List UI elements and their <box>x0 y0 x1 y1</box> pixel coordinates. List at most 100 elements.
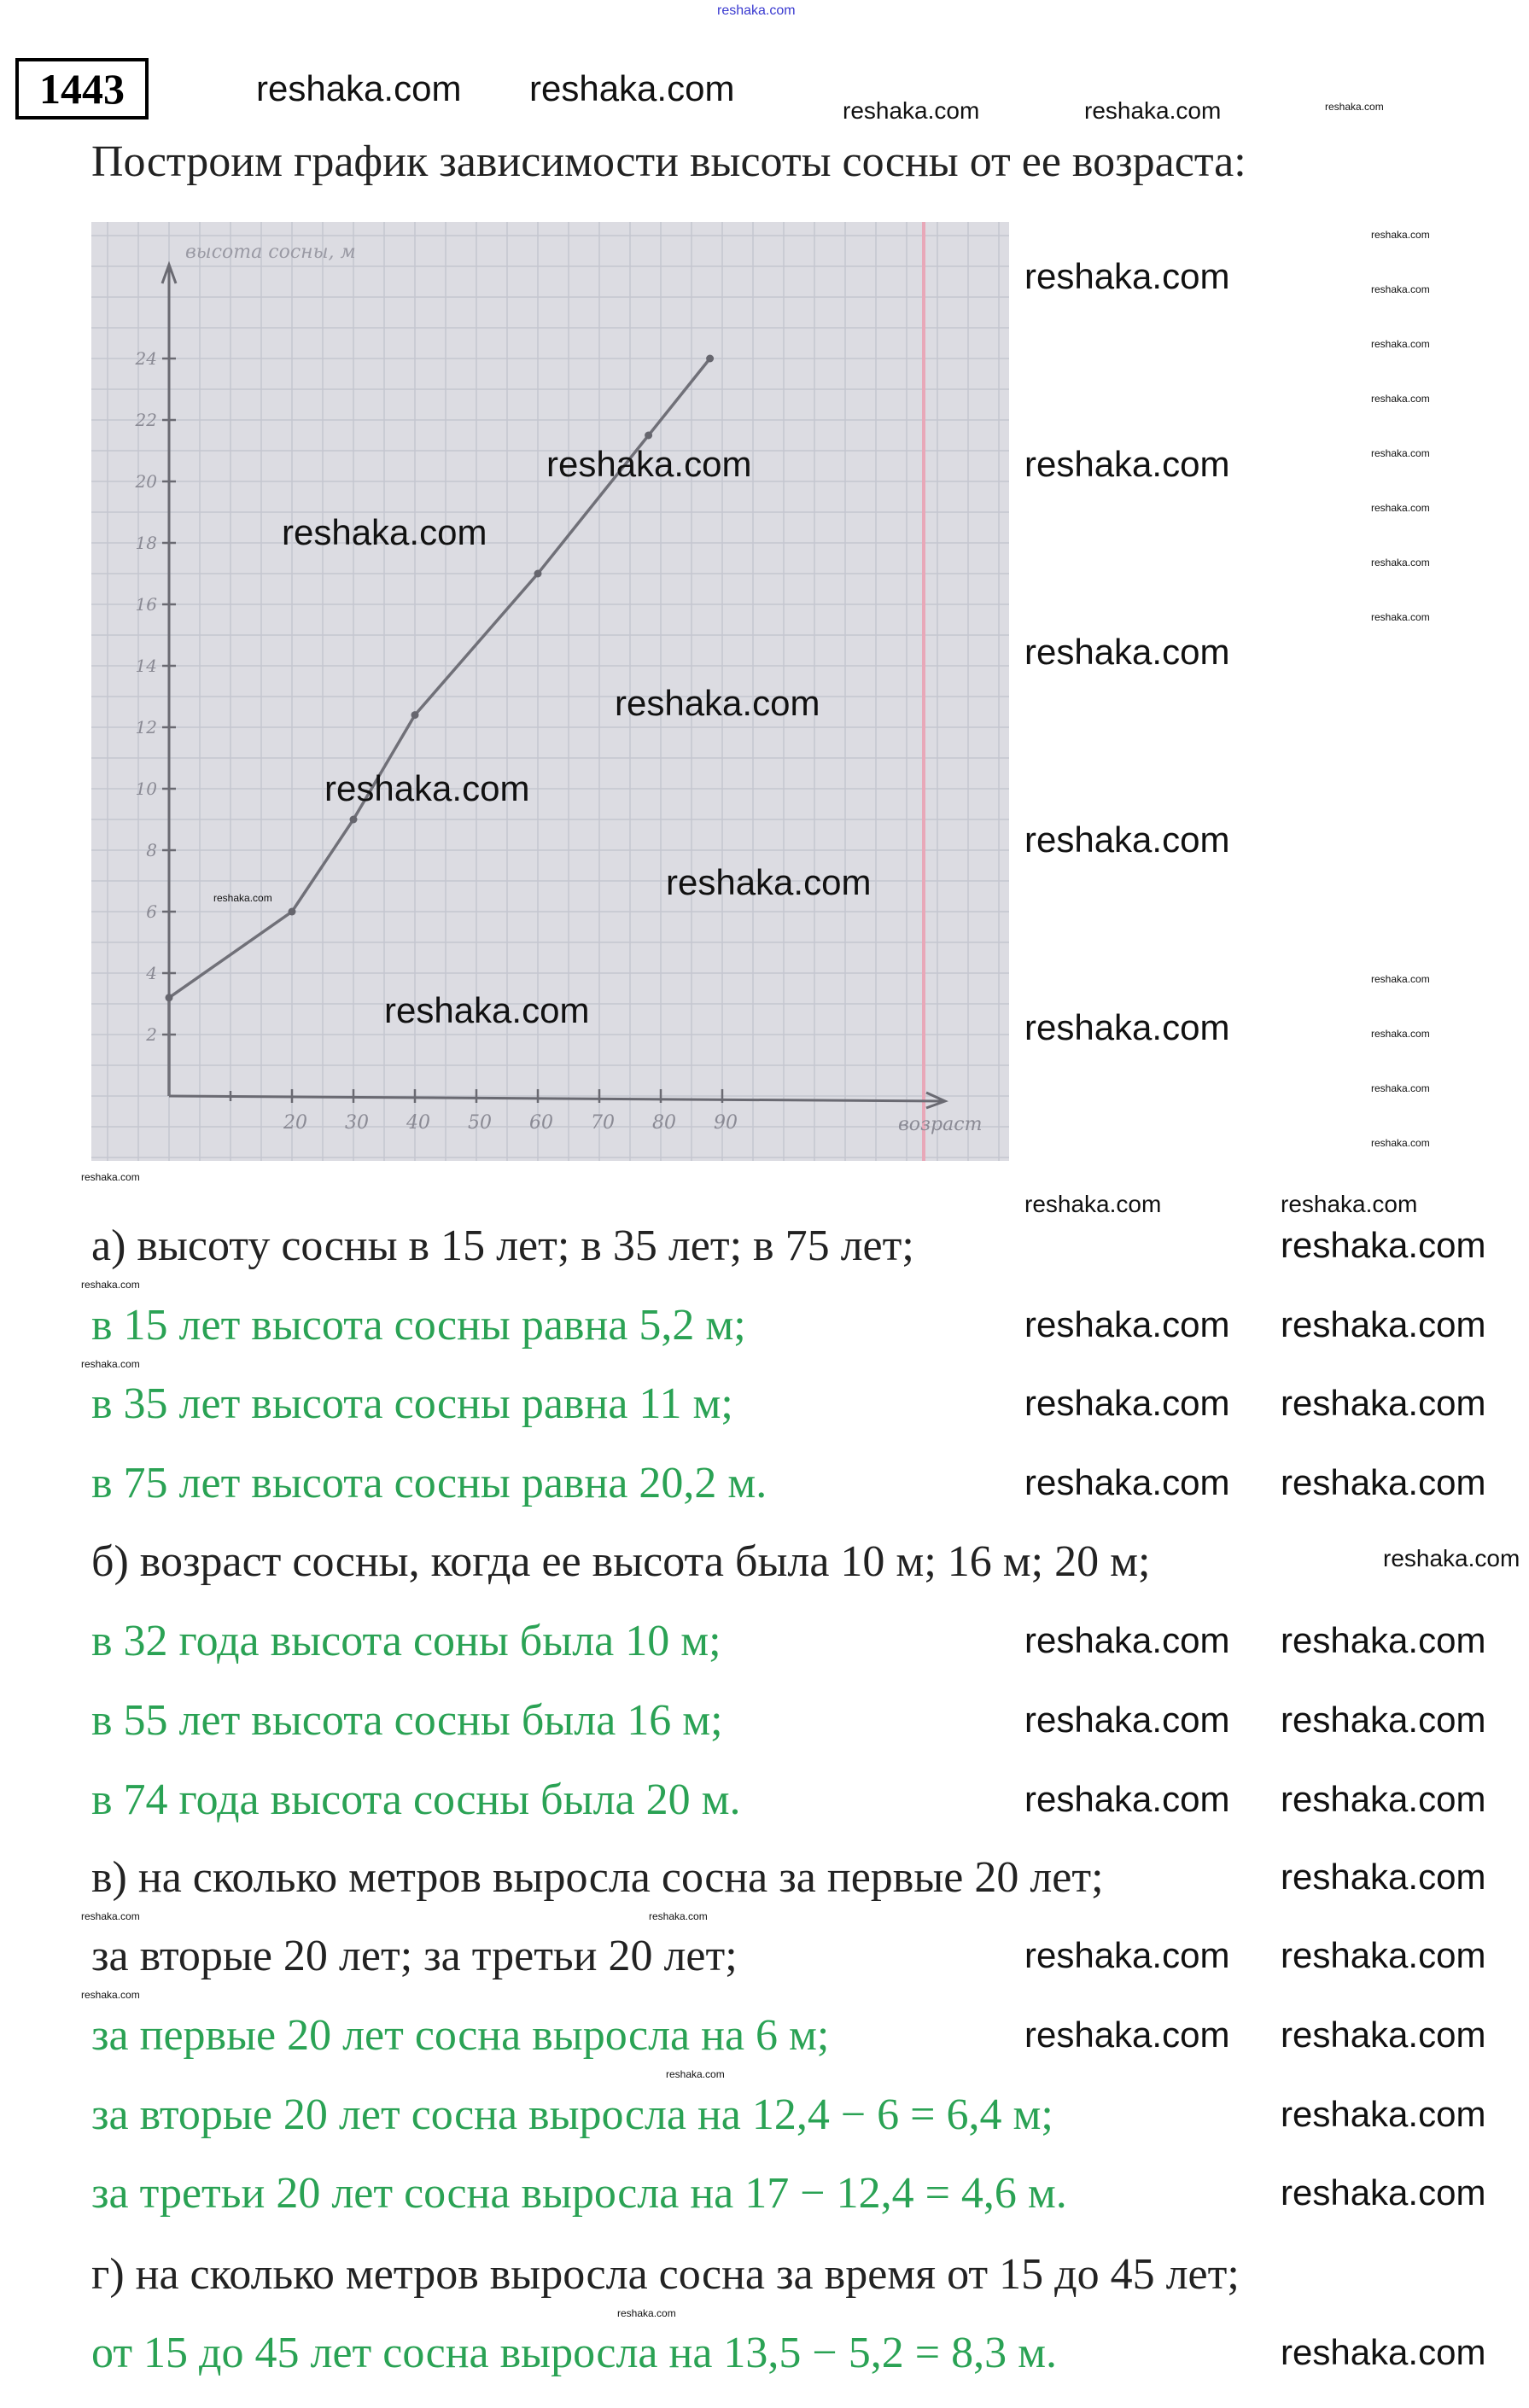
watermark: reshaka.com <box>717 3 796 18</box>
y-tick-label: 8 <box>146 840 157 860</box>
watermark: reshaka.com <box>1024 819 1230 860</box>
watermark: reshaka.com <box>1024 1779 1230 1819</box>
watermark: reshaka.com <box>1281 2014 1486 2055</box>
watermark: reshaka.com <box>529 68 735 108</box>
y-tick-label: 18 <box>136 533 157 553</box>
y-tick-label: 6 <box>146 901 157 922</box>
answer-line: за первые 20 лет сосна выросла на 6 м; <box>91 2011 830 2060</box>
watermark: reshaka.com <box>1281 1462 1486 1502</box>
question-line: в) на сколько метров выросла сосна за пе… <box>91 1853 1104 1902</box>
x-tick-label: 80 <box>652 1112 676 1134</box>
watermark: reshaka.com <box>666 2068 725 2080</box>
data-point <box>645 431 653 440</box>
watermark: reshaka.com <box>1281 1700 1486 1740</box>
y-tick-label: 24 <box>135 348 157 369</box>
x-tick-label: 20 <box>283 1112 307 1134</box>
watermark: reshaka.com <box>1371 447 1430 459</box>
x-axis <box>168 1094 946 1103</box>
answer-line: от 15 до 45 лет сосна выросла на 13,5 − … <box>91 2329 1057 2377</box>
watermark: reshaka.com <box>649 1910 708 1922</box>
watermark: reshaka.com <box>1371 1082 1430 1094</box>
data-point <box>706 354 715 363</box>
watermark: reshaka.com <box>1024 1462 1230 1502</box>
watermark: reshaka.com <box>1024 2014 1230 2055</box>
watermark: reshaka.com <box>81 1171 140 1183</box>
y-tick-label: 22 <box>135 410 157 430</box>
watermark: reshaka.com <box>1371 283 1430 295</box>
watermark: reshaka.com <box>1371 229 1430 241</box>
watermark: reshaka.com <box>617 2307 676 2319</box>
data-point <box>288 907 296 916</box>
watermark: reshaka.com <box>1371 973 1430 985</box>
watermark: reshaka.com <box>1371 1028 1430 1040</box>
x-axis-label: возраст <box>898 1114 982 1135</box>
watermark: reshaka.com <box>1281 1620 1486 1660</box>
watermark: reshaka.com <box>1281 1857 1486 1897</box>
y-axis-label: высота сосны, м <box>185 242 356 263</box>
y-tick-label: 4 <box>145 963 157 983</box>
watermark: reshaka.com <box>81 1910 140 1922</box>
watermark: reshaka.com <box>666 862 872 902</box>
x-tick-label: 90 <box>714 1112 738 1134</box>
watermark: reshaka.com <box>1084 97 1222 124</box>
watermark: reshaka.com <box>615 683 820 723</box>
watermark: reshaka.com <box>1024 1007 1230 1047</box>
answer-line: в 35 лет высота сосны равна 11 м; <box>91 1379 733 1428</box>
watermark: reshaka.com <box>256 68 462 108</box>
question-line: за вторые 20 лет; за третьи 20 лет; <box>91 1932 738 1980</box>
watermark: reshaka.com <box>1281 1383 1486 1423</box>
answer-line: за третьи 20 лет сосна выросла на 17 − 1… <box>91 2169 1067 2218</box>
answer-line: в 55 лет высота сосны была 16 м; <box>91 1696 723 1745</box>
watermark: reshaka.com <box>1325 101 1384 113</box>
x-tick-label: 70 <box>591 1112 615 1134</box>
watermark: reshaka.com <box>324 768 530 808</box>
answer-line: за вторые 20 лет сосна выросла на 12,4 −… <box>91 2090 1053 2139</box>
watermark: reshaka.com <box>1371 557 1430 568</box>
watermark: reshaka.com <box>81 1358 140 1370</box>
watermark: reshaka.com <box>1383 1545 1520 1571</box>
watermark: reshaka.com <box>1281 1225 1486 1265</box>
data-point <box>165 994 173 1002</box>
x-tick-label: 30 <box>345 1112 369 1134</box>
watermark: reshaka.com <box>1281 2172 1486 2213</box>
watermark: reshaka.com <box>1371 393 1430 405</box>
watermark: reshaka.com <box>384 990 590 1030</box>
watermark: reshaka.com <box>81 1279 140 1291</box>
watermark: reshaka.com <box>843 97 980 124</box>
y-tick-label: 16 <box>136 594 158 615</box>
watermark: reshaka.com <box>1371 338 1430 350</box>
watermark: reshaka.com <box>1024 1191 1162 1217</box>
watermark: reshaka.com <box>1281 1779 1486 1819</box>
height-line <box>167 357 711 1096</box>
question-line: г) на сколько метров выросла сосна за вр… <box>91 2250 1240 2299</box>
y-tick-label: 20 <box>135 471 158 492</box>
watermark: reshaka.com <box>1024 1304 1230 1344</box>
y-tick-label: 14 <box>136 656 157 676</box>
watermark: reshaka.com <box>1024 632 1230 672</box>
question-line: а) высоту сосны в 15 лет; в 35 лет; в 75… <box>91 1221 914 1270</box>
question-line: б) возраст сосны, когда ее высота была 1… <box>91 1537 1151 1586</box>
watermark: reshaka.com <box>282 512 487 552</box>
x-tick-label: 50 <box>468 1112 492 1134</box>
answer-line: в 32 года высота соны была 10 м; <box>91 1617 721 1665</box>
watermark: reshaka.com <box>1371 1137 1430 1149</box>
x-axis-arrow <box>925 1091 948 1110</box>
y-tick-label: 10 <box>136 778 158 799</box>
data-point <box>411 711 419 720</box>
y-tick-label: 12 <box>136 717 157 738</box>
watermark: reshaka.com <box>1024 1700 1230 1740</box>
watermark: reshaka.com <box>1024 256 1230 296</box>
watermark: reshaka.com <box>1024 444 1230 484</box>
data-point <box>349 815 358 824</box>
watermark: reshaka.com <box>81 1989 140 2001</box>
watermark: reshaka.com <box>1281 2094 1486 2134</box>
data-point <box>534 569 542 578</box>
y-axis-arrow <box>160 260 178 284</box>
watermark: reshaka.com <box>1371 611 1430 623</box>
problem-number: 1443 <box>15 58 149 120</box>
answer-line: в 75 лет высота сосны равна 20,2 м. <box>91 1459 767 1507</box>
watermark: reshaka.com <box>546 444 752 484</box>
x-tick-label: 40 <box>406 1112 430 1134</box>
x-tick-label: 60 <box>529 1112 553 1134</box>
